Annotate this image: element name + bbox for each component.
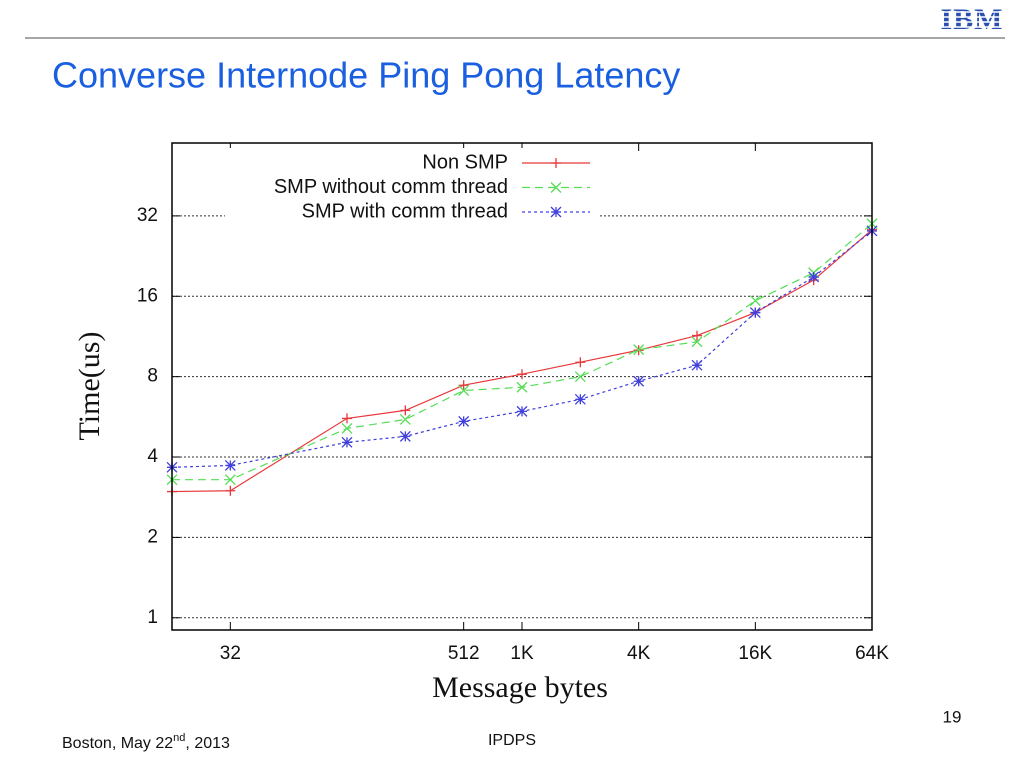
point-marker <box>516 405 528 417</box>
x-tick-label: 16K <box>738 643 772 664</box>
x-axis-label: Message bytes <box>432 671 608 704</box>
plot-frame <box>171 142 873 631</box>
point-marker <box>458 380 469 391</box>
footer-sup: nd <box>173 732 185 744</box>
y-axis-label: Time(us) <box>73 332 106 441</box>
slide-title: Converse Internode Ping Pong Latency <box>52 55 680 96</box>
point-marker <box>399 430 411 442</box>
point-marker <box>691 336 703 348</box>
logo-stripes <box>935 11 1010 33</box>
point-marker <box>341 422 353 434</box>
footer-center: IPDPS <box>488 732 536 749</box>
point-marker <box>225 485 236 496</box>
y-tick-label: 1 <box>147 607 158 628</box>
legend-label: SMP with comm thread <box>302 200 508 222</box>
y-tick-label: 16 <box>137 285 158 306</box>
point-marker <box>224 474 236 486</box>
legend-box <box>225 148 600 224</box>
point-marker <box>342 413 352 424</box>
point-marker <box>633 375 645 387</box>
x-tick-label: 1K <box>510 643 534 664</box>
point-marker <box>341 436 353 448</box>
y-tick-label: 2 <box>147 526 158 547</box>
footer-rest: , 2013 <box>185 735 230 752</box>
legend-label: Non SMP <box>422 151 508 173</box>
point-marker <box>808 271 820 283</box>
point-marker <box>633 344 645 356</box>
point-marker <box>224 459 236 471</box>
point-marker <box>574 393 586 405</box>
point-marker <box>691 359 703 371</box>
y-tick-label: 32 <box>137 205 158 226</box>
point-marker <box>692 330 702 341</box>
footer-text: Boston, May 22 <box>62 735 173 752</box>
y-tick-label: 4 <box>147 446 158 467</box>
series-line <box>172 223 873 481</box>
x-tick-label: 64K <box>855 643 889 664</box>
footer-left: Boston, May 22nd, 2013 <box>62 732 230 752</box>
point-marker <box>400 405 411 416</box>
legend-marker <box>550 182 562 193</box>
legend-marker <box>550 206 562 218</box>
x-tick-label: 4K <box>627 643 651 664</box>
legend-label: SMP without comm thread <box>274 176 508 198</box>
point-marker <box>749 307 761 319</box>
point-marker <box>458 415 470 427</box>
series-line <box>171 230 873 468</box>
legend-marker <box>551 158 561 168</box>
point-marker <box>575 357 586 368</box>
x-tick-label: 32 <box>220 643 241 664</box>
point-marker <box>574 371 586 383</box>
page-number: 19 <box>943 707 962 726</box>
point-marker <box>399 414 411 425</box>
point-marker <box>749 295 761 307</box>
point-marker <box>516 381 528 393</box>
series-line <box>171 229 873 493</box>
point-marker <box>517 369 527 380</box>
logo: IBM <box>941 3 1004 36</box>
x-tick-label: 512 <box>448 643 480 664</box>
y-tick-label: 8 <box>147 366 158 387</box>
point-marker <box>458 385 470 396</box>
